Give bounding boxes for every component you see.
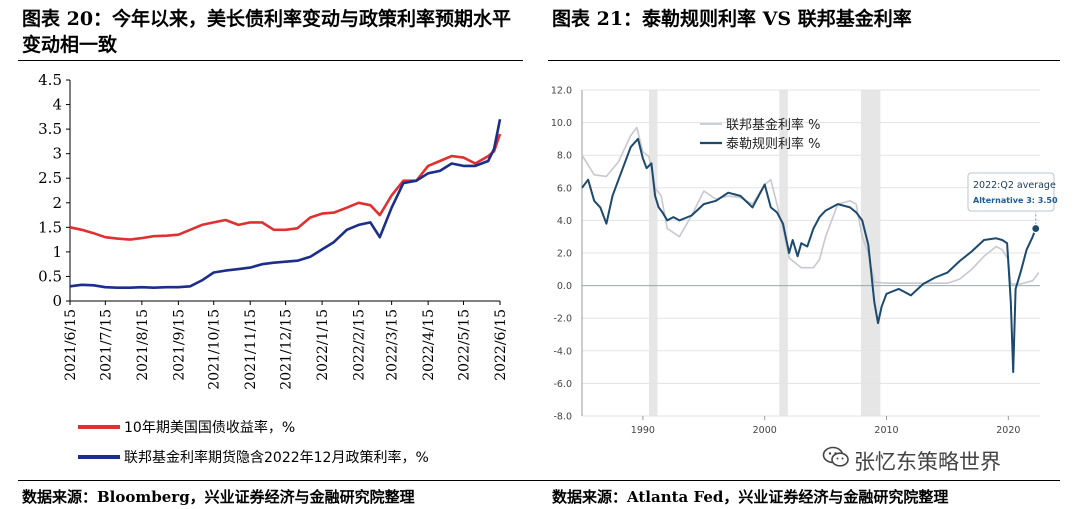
right-y-tick-label: 0.0 [557, 281, 572, 292]
right-source-note: 数据来源：Atlanta Fed，兴业证券经济与金融研究院整理 [552, 488, 949, 506]
left-x-tick-label: 2022/4/15 [421, 309, 437, 381]
left-x-tick-label: 2021/9/15 [171, 309, 187, 381]
left-title-rule [18, 60, 523, 61]
left-y-tick-label: 1.5 [38, 218, 62, 236]
right-y-tick-label: 8.0 [557, 151, 572, 162]
right-y-tick-label: 6.0 [557, 183, 572, 194]
right-y-tick-label: 4.0 [557, 216, 572, 227]
right-x-tick-label: 2020 [996, 425, 1020, 436]
right-y-tick-label: -8.0 [553, 412, 572, 423]
right-chart: -8.0 -6.0 -4.0 -2.0 0.0 2.0 4.0 6.0 8.0 10.0 12.0 1… [551, 70, 1060, 436]
left-x-tick-label: 2022/5/15 [456, 309, 472, 381]
left-series-line-fed-futures [69, 119, 502, 290]
left-series-line-treasury [69, 133, 502, 241]
right-legend-label: 泰勒规则利率 % [726, 136, 821, 152]
left-y-tick-label: 2 [52, 194, 62, 212]
bottom-rule [18, 480, 1060, 481]
annotation-box [967, 172, 1055, 212]
left-y-tick-label: 4.5 [38, 71, 62, 89]
left-x-tick-label: 2022/3/15 [385, 309, 401, 381]
left-x-tick-label: 2021/7/15 [98, 309, 114, 381]
right-y-tick-label: -2.0 [553, 314, 572, 325]
left-source-note: 数据来源：Bloomberg，兴业证券经济与金融研究院整理 [22, 488, 415, 506]
left-y-tick-label: 0.5 [38, 267, 62, 285]
left-y-tick-label: 3 [52, 145, 62, 163]
wechat-icon [822, 446, 850, 473]
left-legend-label: 联邦基金利率期货隐含2022年12月政策利率，% [124, 449, 429, 466]
right-y-tick-label: 2.0 [557, 249, 572, 260]
left-x-tick-label: 2021/12/15 [279, 309, 295, 390]
right-x-tick-label: 2010 [874, 425, 898, 436]
left-x-tick-label: 2022/2/15 [352, 309, 368, 381]
left-y-tick-label: 0 [52, 292, 62, 310]
left-y-tick-label: 4 [52, 96, 62, 114]
right-y-tick-label: -6.0 [553, 379, 572, 390]
right-series-line-taylor-rule [581, 137, 1037, 373]
right-figure-title: 图表 21：泰勒规则利率 VS 联邦基金利率 [552, 8, 912, 30]
left-y-tick-label: 2.5 [38, 169, 62, 187]
right-y-tick-label: -4.0 [553, 346, 572, 357]
annotation-label: 2022:Q2 average [973, 180, 1056, 191]
left-x-tick-label: 2022/6/15 [493, 309, 509, 381]
left-x-tick-label: 2021/11/15 [243, 309, 259, 390]
right-legend-label: 联邦基金利率 % [726, 117, 821, 133]
left-legend-label: 10年期美国国债收益率，% [124, 419, 295, 436]
left-x-tick-label: 2021/10/15 [207, 309, 223, 390]
annotation-sublabel: Alternative 3: 3.50 [973, 196, 1058, 205]
right-x-tick-label: 1990 [631, 425, 655, 436]
left-x-tick-label: 2021/8/15 [135, 309, 151, 381]
left-x-tick-label: 2022/1/15 [315, 309, 331, 381]
right-y-tick-label: 10.0 [551, 118, 572, 129]
right-y-tick-label: 12.0 [551, 86, 572, 97]
left-y-tick-label: 1 [52, 243, 62, 261]
left-chart: 0 0.5 1 1.5 2 2.5 3 3.5 4 4.5 2021/6/15 2021/7/15 20… [38, 71, 509, 466]
watermark-text: 张忆东策略世界 [854, 450, 1001, 474]
right-title-rule [548, 60, 1060, 61]
left-y-tick-label: 3.5 [38, 120, 62, 138]
right-x-tick-label: 2000 [753, 425, 777, 436]
watermark: 张忆东策略世界 [822, 446, 1001, 476]
left-figure-title: 图表 20：今年以来，美长债利率变动与政策利率预期水平变动相一致 [22, 8, 512, 56]
left-x-tick-label: 2021/6/15 [63, 309, 79, 381]
annotation-point [1031, 223, 1041, 234]
